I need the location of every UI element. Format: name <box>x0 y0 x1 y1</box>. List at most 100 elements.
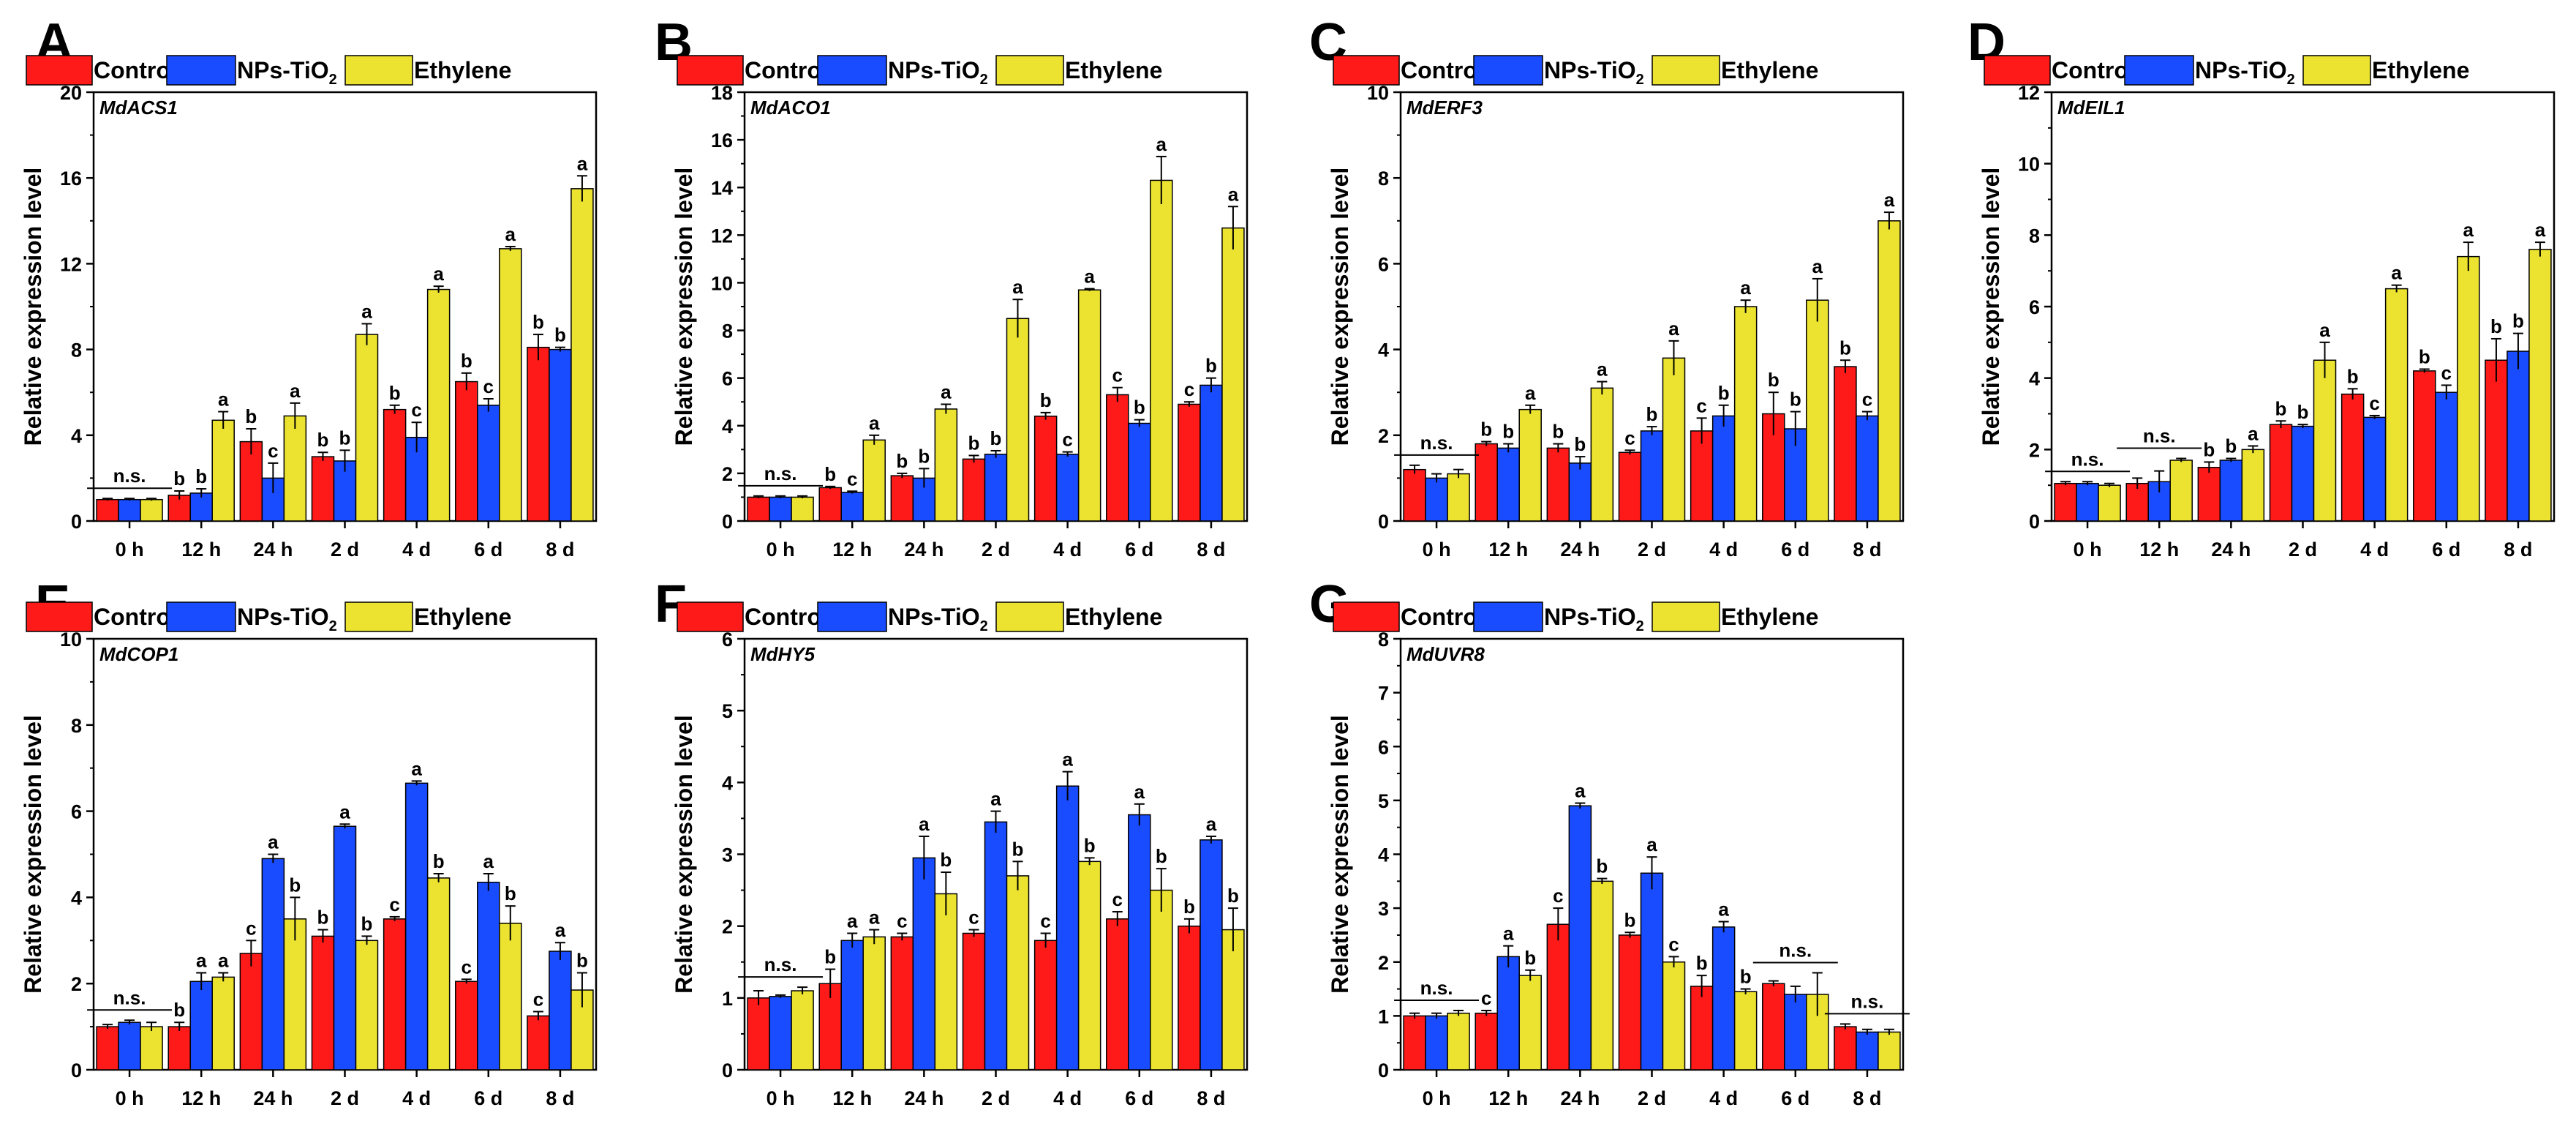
y-tick-label: 5 <box>722 700 733 722</box>
significance-letter: b <box>1696 952 1708 974</box>
bar-ethylene-4-d <box>426 288 451 522</box>
bar-ethylene-8-d <box>2528 249 2552 522</box>
y-tick-label: 18 <box>711 82 733 104</box>
bar-control-8-d <box>1178 925 1201 1071</box>
bar-nps-tio2-8-d <box>1200 839 1223 1071</box>
x-tick-label: 24 h <box>1560 539 1600 560</box>
x-tick-label: 8 d <box>2504 539 2532 560</box>
ns-label: n.s. <box>2143 425 2176 447</box>
y-tick-label: 7 <box>1378 683 1389 705</box>
gene-label: MdACS1 <box>99 97 178 119</box>
bar-control-2-d <box>2269 424 2293 522</box>
x-tick-label: 24 h <box>904 539 944 560</box>
legend-swatch-control <box>26 55 93 86</box>
legend-label-ethylene: Ethylene <box>1721 604 1818 630</box>
y-tick-label: 4 <box>722 416 733 438</box>
significance-letter: a <box>1525 382 1536 404</box>
legend-label-control: Control <box>94 604 177 630</box>
x-tick-label: 4 d <box>2360 539 2389 560</box>
significance-letter: b <box>990 427 1002 449</box>
significance-letter: c <box>483 375 494 397</box>
bar-ethylene-2-d <box>1662 357 1686 522</box>
significance-letter: b <box>505 882 516 904</box>
bar-ethylene-2-d <box>1006 318 1030 522</box>
significance-letter: a <box>1646 833 1657 855</box>
significance-letter: c <box>246 917 256 939</box>
x-tick-label: 12 h <box>832 539 872 560</box>
x-tick-label: 2 d <box>982 1087 1010 1109</box>
gene-label: MdCOP1 <box>99 643 178 665</box>
bar-control-4-d <box>383 408 407 522</box>
significance-letter: b <box>317 429 329 451</box>
bar-ethylene-2-d <box>355 940 379 1071</box>
significance-letter: a <box>290 380 301 402</box>
bar-nps-tio2-4-d <box>1055 785 1080 1071</box>
y-tick-label: 8 <box>71 715 82 737</box>
bar-ethylene-24-h <box>283 415 307 522</box>
significance-letter: b <box>1574 433 1586 455</box>
ns-label: n.s. <box>2071 448 2104 470</box>
y-tick-label: 10 <box>711 272 733 294</box>
x-tick-label: 24 h <box>253 539 293 560</box>
bar-ethylene-6-d <box>1150 179 1173 522</box>
bar-control-24-h <box>890 475 914 522</box>
x-tick-label: 8 d <box>1197 1087 1225 1109</box>
significance-letter: a <box>2391 262 2402 284</box>
bar-nps-tio2-12-h <box>840 940 864 1071</box>
y-axis-title: Relative expression level <box>671 168 697 446</box>
significance-letter: a <box>433 263 444 285</box>
significance-letter: b <box>1012 838 1024 860</box>
bar-control-4-d <box>1033 416 1058 522</box>
y-tick-label: 6 <box>71 801 82 823</box>
significance-letter: c <box>268 440 278 462</box>
bar-ethylene-24-h <box>1590 880 1614 1071</box>
ns-label: n.s. <box>1420 432 1453 454</box>
significance-letter: a <box>1503 923 1514 945</box>
y-tick-label: 0 <box>722 1060 733 1081</box>
bar-nps-tio2-12-h <box>840 492 864 522</box>
bar-control-24-h <box>1546 447 1570 522</box>
y-tick-label: 14 <box>711 177 733 199</box>
legend-swatch-control <box>1333 601 1400 632</box>
x-tick-label: 2 d <box>331 1087 359 1109</box>
significance-letter: a <box>577 152 588 174</box>
bar-control-2-d <box>1618 451 1642 522</box>
bar-ethylene-0-h <box>1447 473 1470 522</box>
legend-swatch-ethylene <box>2302 55 2371 86</box>
bar-control-6-d <box>1106 394 1129 522</box>
significance-letter: a <box>1812 255 1823 277</box>
bar-nps-tio2-0-h <box>769 496 792 522</box>
legend-label-nps-tio: NPs-TiO2 <box>237 604 337 634</box>
significance-letter: a <box>218 389 229 410</box>
bar-control-8-d <box>2485 359 2508 522</box>
significance-letter: c <box>1112 364 1123 386</box>
bar-ethylene-6-d <box>2457 255 2480 522</box>
x-tick-label: 12 h <box>2139 539 2179 560</box>
significance-letter: c <box>462 956 472 978</box>
bar-ethylene-24-h <box>1590 387 1614 522</box>
legend: Control NPs-TiO2 Ethylene <box>1984 55 2469 88</box>
legend-label-nps-tio: NPs-TiO2 <box>1544 57 1644 88</box>
ns-label: n.s. <box>1851 990 1884 1012</box>
y-axis-title: Relative expression level <box>20 715 46 994</box>
bar-nps-tio2-6-d <box>1784 994 1807 1071</box>
significance-letter: a <box>1134 781 1145 803</box>
bar-control-24-h <box>890 936 914 1071</box>
bar-control-8-d <box>1834 1026 1857 1071</box>
bar-nps-tio2-8-d <box>1856 1031 1879 1071</box>
bar-ethylene-12-h <box>862 439 886 522</box>
y-tick-label: 2 <box>722 463 733 485</box>
significance-letter: b <box>1740 966 1752 988</box>
x-tick-label: 0 h <box>767 539 795 560</box>
x-tick-label: 8 d <box>546 1087 574 1109</box>
legend-label-ethylene: Ethylene <box>2372 57 2469 83</box>
legend-label-control: Control <box>745 604 828 630</box>
y-tick-label: 4 <box>1378 844 1389 866</box>
bar-control-0-h <box>2054 482 2077 522</box>
significance-letter: b <box>1134 397 1145 419</box>
